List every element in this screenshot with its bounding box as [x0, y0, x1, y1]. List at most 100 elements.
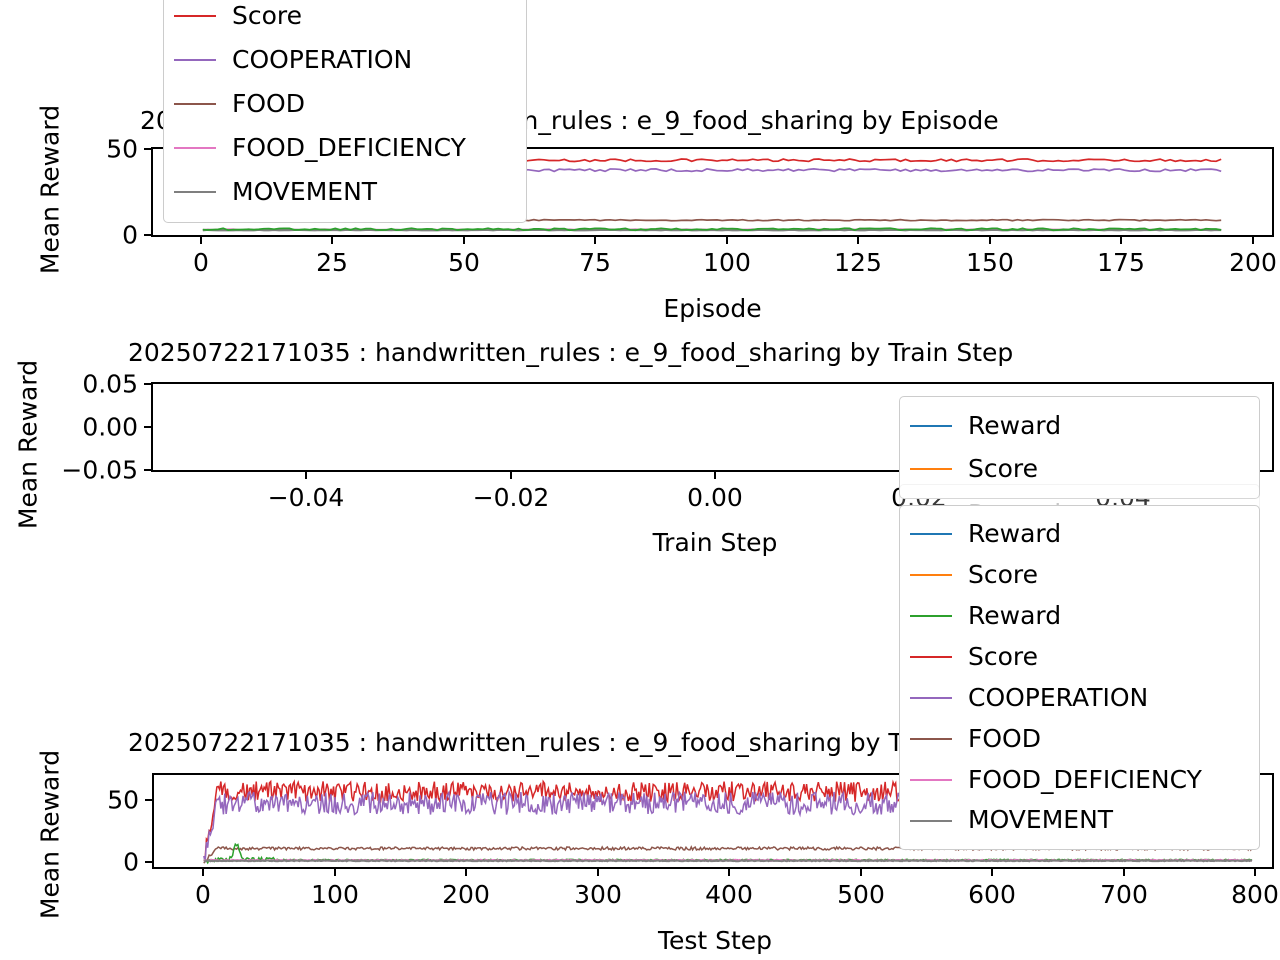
y-tick-label: 0.00: [82, 412, 138, 442]
y-tick-label: 50: [107, 785, 139, 815]
x-axis-label-episode: Episode: [663, 294, 762, 323]
legend-line-swatch: [174, 191, 216, 193]
x-axis-label-train-step: Train Step: [652, 528, 778, 557]
legend-entry-label: Reward: [968, 411, 1062, 441]
x-tick-mark: [594, 237, 597, 244]
y-tick-label: 0: [122, 220, 138, 250]
x-tick-mark: [1254, 869, 1257, 876]
x-tick-label: 300: [574, 880, 622, 909]
legend-entry: Score: [910, 560, 1245, 590]
x-axis-label-test-step: Test Step: [657, 926, 773, 955]
x-tick-mark: [1120, 237, 1123, 244]
y-tick-mark: [144, 148, 151, 151]
y-tick-mark: [144, 234, 151, 237]
x-tick-label: 200: [442, 880, 490, 909]
y-tick-mark: [144, 469, 151, 472]
legend-episode[interactable]: Score COOPERATION FOOD FOOD_DEFICIENCY MOVEM…: [163, 0, 527, 223]
legend-line-swatch: [910, 615, 952, 618]
legend-entry: FOOD_DEFICIENCY: [910, 764, 1245, 794]
y-axis-label-episode: Mean Reward: [35, 104, 65, 275]
legend-test-step[interactable]: Reward Score Reward Score COOPERATION FOOD FOO…: [899, 505, 1260, 850]
legend-line-swatch: [910, 696, 952, 699]
y-tick-label: 0: [123, 847, 139, 877]
legend-entry: Score: [910, 453, 1245, 483]
legend-entry-label: COOPERATION: [968, 682, 1149, 712]
legend-entry-label: Score: [232, 0, 303, 30]
x-tick-label: 100: [703, 248, 751, 277]
legend-line-swatch: [910, 467, 952, 470]
x-tick-label: −0.04: [267, 483, 345, 512]
legend-line-swatch: [910, 778, 952, 781]
legend-entry-label: MOVEMENT: [232, 176, 378, 206]
legend-entry: Reward: [910, 521, 1245, 547]
legend-entry-label: Reward: [968, 519, 1062, 549]
y-tick-mark: [144, 426, 151, 429]
x-tick-label: 150: [966, 248, 1014, 277]
x-tick-label: 500: [837, 880, 885, 909]
x-tick-label: 200: [1229, 248, 1277, 277]
x-tick-label: −0.02: [472, 483, 550, 512]
y-tick-label: −0.05: [61, 455, 138, 485]
x-tick-mark: [728, 869, 731, 876]
legend-entry: FOOD_DEFICIENCY: [174, 132, 512, 162]
legend-entry: Score: [174, 0, 512, 30]
legend-entry-label: COOPERATION: [232, 44, 413, 74]
chart-title-train-step: 20250722171035 : handwritten_rules : e_9…: [128, 338, 1014, 367]
chart-title-test-step: 20250722171035 : handwritten_rules : e_9…: [128, 728, 1003, 757]
legend-line-swatch: [910, 425, 952, 428]
legend-entry: COOPERATION: [174, 44, 512, 74]
x-tick-mark: [597, 869, 600, 876]
x-tick-mark: [465, 869, 468, 876]
legend-entry: MOVEMENT: [174, 176, 512, 206]
x-tick-label: 100: [311, 880, 359, 909]
y-tick-label: 50: [106, 134, 138, 164]
x-tick-label: 0.00: [687, 483, 743, 512]
x-tick-label: 25: [316, 248, 348, 277]
y-tick-mark: [145, 799, 152, 802]
legend-entry: FOOD: [174, 88, 512, 118]
legend-entry: Reward: [910, 601, 1245, 631]
x-tick-mark: [991, 869, 994, 876]
legend-line-swatch: [174, 147, 216, 149]
legend-line-swatch: [910, 737, 952, 740]
x-tick-mark: [860, 869, 863, 876]
x-tick-mark: [202, 869, 205, 876]
legend-line-swatch: [174, 59, 216, 61]
x-tick-label: 700: [1100, 880, 1148, 909]
legend-line-swatch: [910, 533, 952, 536]
x-tick-mark: [334, 869, 337, 876]
legend-entry-label: Score: [968, 560, 1039, 590]
legend-line-swatch: [910, 819, 952, 822]
legend-entry-label: FOOD_DEFICIENCY: [232, 132, 466, 162]
x-tick-mark: [857, 237, 860, 244]
legend-entry: COOPERATION: [910, 682, 1245, 712]
x-tick-label: 125: [834, 248, 882, 277]
legend-line-swatch: [910, 574, 952, 577]
legend-entry-label: FOOD_DEFICIENCY: [968, 764, 1202, 794]
legend-entry-label: FOOD: [968, 723, 1041, 753]
y-tick-mark: [144, 383, 151, 386]
legend-entry-label: Score: [968, 641, 1039, 671]
legend-line-swatch: [174, 15, 216, 17]
x-tick-mark: [200, 237, 203, 244]
legend-line-swatch: [910, 656, 952, 659]
x-tick-label: 400: [705, 880, 753, 909]
x-tick-mark: [989, 237, 992, 244]
legend-train-step[interactable]: Reward Score: [899, 396, 1260, 499]
x-tick-label: 600: [968, 880, 1016, 909]
subplot-episode: Mean Reward 20250722171035 : handwritten…: [0, 0, 1280, 323]
x-tick-mark: [463, 237, 466, 244]
x-tick-label: 75: [579, 248, 611, 277]
legend-entry: FOOD: [910, 723, 1245, 753]
legend-entry: Score: [910, 641, 1245, 671]
legend-entry: Reward: [910, 411, 1245, 441]
x-tick-mark: [305, 472, 308, 479]
x-tick-mark: [1123, 869, 1126, 876]
legend-entry-label: FOOD: [232, 88, 305, 118]
legend-entry-label: Score: [968, 453, 1039, 483]
y-tick-label: 0.05: [82, 369, 138, 399]
x-tick-mark: [714, 472, 717, 479]
legend-entry-label: Reward: [968, 601, 1062, 631]
y-tick-mark: [145, 861, 152, 864]
